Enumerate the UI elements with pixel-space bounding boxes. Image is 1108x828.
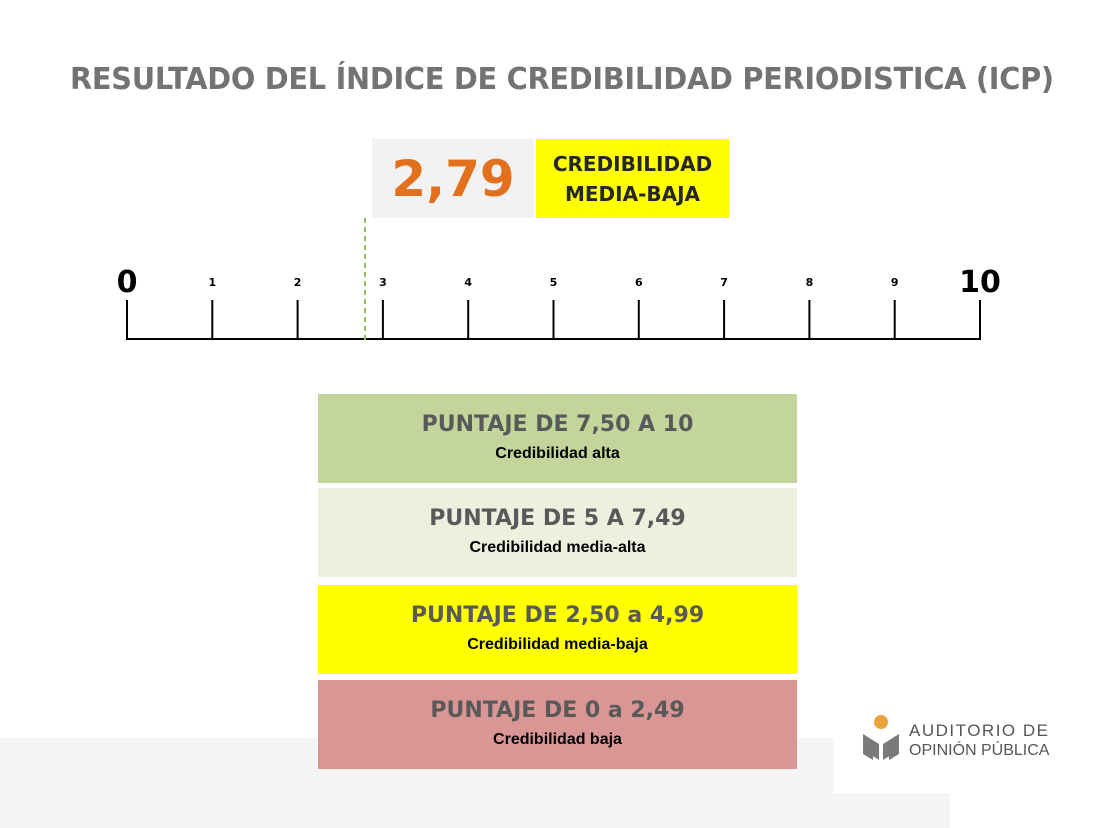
page-title: RESULTADO DEL ÍNDICE DE CREDIBILIDAD PER… — [70, 62, 1054, 97]
score-box: 2,79 — [372, 139, 534, 218]
legend-label: Credibilidad media-alta — [469, 538, 646, 556]
legend-range: PUNTAJE DE 7,50 A 10 — [421, 411, 694, 437]
scale-tick-label: 7 — [720, 276, 728, 289]
category-box: CREDIBILIDAD MEDIA-BAJA — [536, 139, 729, 218]
legend-baja: PUNTAJE DE 0 a 2,49 Credibilidad baja — [318, 680, 797, 769]
category-line-2: MEDIA-BAJA — [564, 181, 701, 206]
legend-range: PUNTAJE DE 2,50 a 4,99 — [410, 602, 705, 628]
legend-range: PUNTAJE DE 0 a 2,49 — [430, 697, 685, 723]
scale-tick-label: 10 — [959, 265, 1001, 300]
legend-alta: PUNTAJE DE 7,50 A 10 Credibilidad alta — [318, 394, 797, 483]
scale-tick-label: 9 — [891, 276, 899, 289]
footer-band-extension — [834, 793, 950, 828]
scale-tick-label: 8 — [806, 276, 814, 289]
credibility-scale: 0 1 2 3 4 5 6 7 8 9 10 — [117, 218, 1001, 343]
legend-label: Credibilidad media-baja — [467, 635, 648, 653]
logo-line-1: AUDITORIO DE — [909, 720, 1050, 740]
scale-tick-label: 2 — [294, 276, 302, 289]
legend-media-alta: PUNTAJE DE 5 A 7,49 Credibilidad media-a… — [318, 488, 797, 577]
legend-media-baja: PUNTAJE DE 2,50 a 4,99 Credibilidad medi… — [318, 585, 797, 674]
legend-label: Credibilidad alta — [495, 444, 620, 462]
scale-tick-label: 1 — [208, 276, 216, 289]
legend-label: Credibilidad baja — [493, 730, 622, 748]
legend-range: PUNTAJE DE 5 A 7,49 — [429, 505, 686, 531]
scale-tick-label: 5 — [550, 276, 558, 289]
scale-tick-label: 6 — [635, 276, 643, 289]
wheat-logo-icon — [863, 715, 899, 760]
scale-tick-label: 0 — [117, 265, 138, 300]
logo-line-2: OPINIÓN PÚBLICA — [909, 741, 1050, 759]
scale-tick-label: 4 — [464, 276, 472, 289]
scale-tick-label: 3 — [379, 276, 387, 289]
category-line-1: CREDIBILIDAD — [552, 151, 713, 176]
score-value: 2,79 — [391, 149, 515, 208]
logo: AUDITORIO DE OPINIÓN PÚBLICA — [861, 712, 1061, 768]
